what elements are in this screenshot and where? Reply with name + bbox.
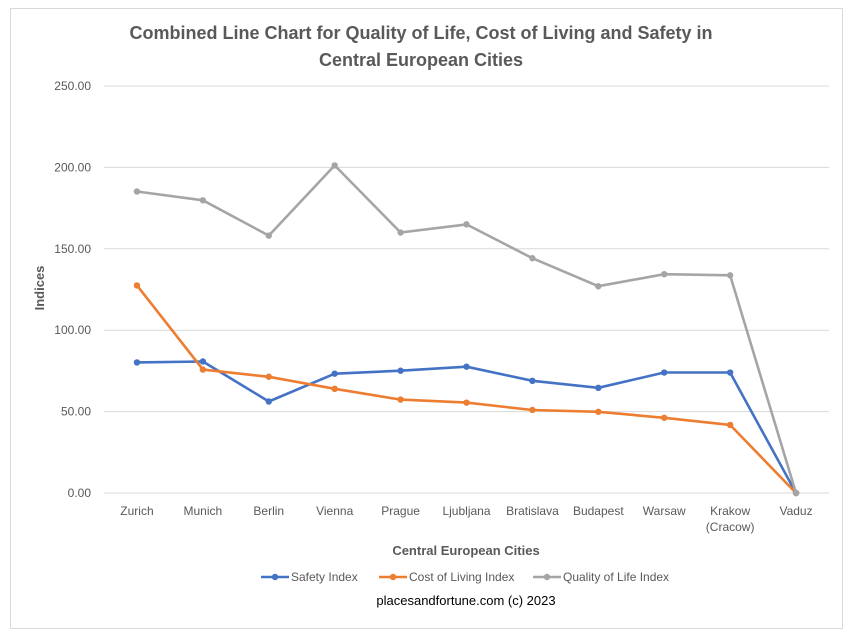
data-point-safety-index [199,358,207,365]
x-tick-label: Warsaw [643,504,686,518]
y-tick-label: 100.00 [54,323,91,337]
line-chart: Combined Line Chart for Quality of Life,… [32,23,829,608]
data-point-safety-index [726,369,734,376]
data-point-cost-of-living-index [397,396,404,403]
data-point-safety-index [331,370,338,377]
data-point-safety-index [133,359,141,366]
x-tick-label: Munich [184,504,223,518]
data-point-quality-of-life-index [529,255,536,262]
data-point-cost-of-living-index [595,408,602,415]
y-axis-ticks: 0.00 50.00 100.00 150.00 200.00 250.00 [54,79,91,500]
legend: Safety Index Cost of Living Index Quality … [261,570,669,584]
y-axis-title: Indices [32,266,47,311]
x-tick-label: (Cracow) [706,520,755,534]
data-point-cost-of-living-index [661,414,668,421]
data-point-cost-of-living-index [199,366,207,373]
y-tick-label: 250.00 [54,79,91,93]
legend-label-quality-of-life-index: Quality of Life Index [563,570,669,584]
x-tick-label: Krakow [710,504,750,518]
chart-title-line: Central European Cities [319,50,523,70]
data-point-safety-index [661,369,668,376]
x-tick-label: Budapest [573,504,624,518]
data-point-quality-of-life-index [265,232,272,239]
data-point-quality-of-life-index [331,162,338,169]
data-point-safety-index [463,363,470,370]
y-tick-label: 0.00 [68,486,92,500]
data-point-quality-of-life-index [133,188,141,195]
data-point-cost-of-living-index [265,373,272,380]
legend-marker-cost-of-living-index [389,573,397,581]
data-point-quality-of-life-index [397,229,404,236]
legend-label-cost-of-living-index: Cost of Living Index [409,570,514,584]
data-point-cost-of-living-index [463,399,470,406]
legend-label-safety-index: Safety Index [291,570,358,584]
x-tick-label: Ljubljana [442,504,490,518]
data-point-quality-of-life-index [726,272,734,279]
data-point-cost-of-living-index [331,385,338,393]
data-point-safety-index [265,398,272,405]
gridlines [104,85,829,494]
data-point-quality-of-life-index [199,197,207,204]
data-point-safety-index [397,367,404,374]
x-tick-label: Vaduz [779,504,812,518]
source-note: placesandfortune.com (c) 2023 [376,593,555,608]
chart-title: Combined Line Chart for Quality of Life,… [129,23,712,70]
data-series [133,162,800,497]
series-line-cost-of-living-index [135,284,797,494]
chart-title-line: Combined Line Chart for Quality of Life,… [129,23,712,43]
data-point-quality-of-life-index [595,283,602,290]
y-tick-label: 50.00 [61,405,91,419]
x-tick-label: Prague [381,504,420,518]
y-tick-label: 200.00 [54,160,91,174]
data-point-quality-of-life-index [792,489,800,497]
x-tick-label: Bratislava [506,504,559,518]
chart-frame: Combined Line Chart for Quality of Life,… [10,8,843,629]
data-point-cost-of-living-index [529,406,536,414]
series-line-quality-of-life-index [136,164,798,494]
data-point-cost-of-living-index [133,282,141,289]
x-tick-label: Vienna [316,504,353,518]
x-axis-ticks: Zurich Munich Berlin Vienna Prague Ljubljana B… [120,504,812,534]
y-tick-label: 150.00 [54,242,91,256]
data-point-cost-of-living-index [726,421,734,429]
data-point-quality-of-life-index [661,270,668,278]
data-point-safety-index [529,377,536,385]
x-tick-label: Berlin [253,504,284,518]
data-point-safety-index [595,384,602,392]
data-point-quality-of-life-index [463,221,470,228]
legend-marker-safety-index [271,573,279,581]
x-tick-label: Zurich [120,504,153,518]
series-line-safety-index [136,360,798,494]
legend-marker-quality-of-life-index [543,573,551,581]
x-axis-title: Central European Cities [392,543,539,558]
